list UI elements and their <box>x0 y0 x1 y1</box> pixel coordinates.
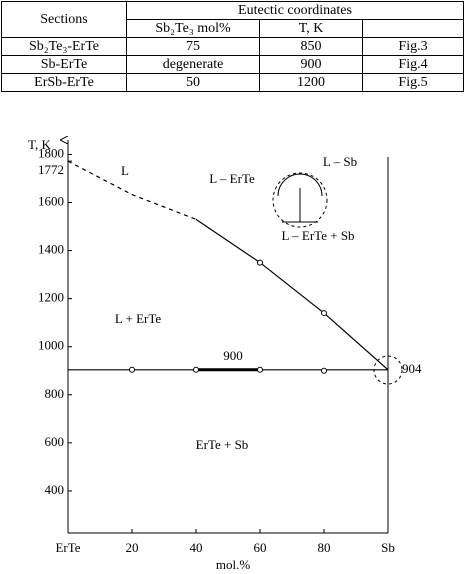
y-tick-label: 400 <box>45 482 65 497</box>
table-cell: 50 <box>126 73 260 92</box>
inset-circle <box>272 172 328 228</box>
table-row: ErSb-ErTe 50 1200 Fig.5 <box>1 73 464 92</box>
region-label: L + ErTe <box>115 311 162 326</box>
y-tick-label: 1600 <box>38 193 64 208</box>
region-label: L – ErTe + Sb <box>281 228 354 243</box>
data-point <box>193 366 199 373</box>
table-row: Sb-ErTe degenerate 900 Fig.4 <box>1 55 464 74</box>
x-tick-label: 80 <box>318 540 331 555</box>
y-tick-label: 1200 <box>38 290 64 305</box>
inset-sketch <box>277 173 323 223</box>
table-cell: ErSb-ErTe <box>1 73 127 92</box>
header-cell: Eutectic coordinates <box>126 1 464 20</box>
phase-line <box>195 218 389 371</box>
y-tick-label: 1400 <box>38 242 64 257</box>
y-tick-label: 1000 <box>38 338 64 353</box>
table-cell: Sb-ErTe <box>1 55 127 74</box>
table-cell: Fig.5 <box>362 73 464 92</box>
data-point <box>321 367 327 374</box>
region-label: L <box>121 163 129 178</box>
y-tick-label: 1772 <box>38 162 64 177</box>
x-axis-label: mol.% <box>216 557 250 572</box>
header-cell: Sections <box>1 1 127 38</box>
data-point <box>257 259 263 266</box>
x-tick-label: ErTe <box>55 540 80 555</box>
data-point <box>321 310 327 317</box>
data-point <box>129 366 135 373</box>
table-body: Sb₂Te₃-ErTe 75 850 Fig.3 Sb-ErTe degenerate 90… <box>1 37 464 92</box>
x-tick-label: 40 <box>190 540 203 555</box>
region-label: 904 <box>402 361 422 376</box>
region-label: L – Sb <box>323 154 357 169</box>
y-tick-label: 800 <box>45 386 65 401</box>
table-cell: Sb₂Te₃-ErTe <box>1 37 127 56</box>
phase-line <box>67 160 197 220</box>
y-tick-label: 600 <box>45 434 65 449</box>
y-axis-label: T, K <box>28 137 51 152</box>
y-tick-label: 1800 <box>38 145 64 160</box>
region-label: L – ErTe <box>209 171 255 186</box>
x-tick-label: 60 <box>254 540 267 555</box>
x-tick-label: 20 <box>126 540 139 555</box>
region-label: ErTe + Sb <box>196 437 249 452</box>
eutectic-table: Sections Eutectic coordinates Sb₂Te₃ mol… <box>1 1 464 92</box>
data-point <box>257 366 263 373</box>
region-label: 900 <box>223 348 243 363</box>
x-tick-label: Sb <box>381 540 395 555</box>
